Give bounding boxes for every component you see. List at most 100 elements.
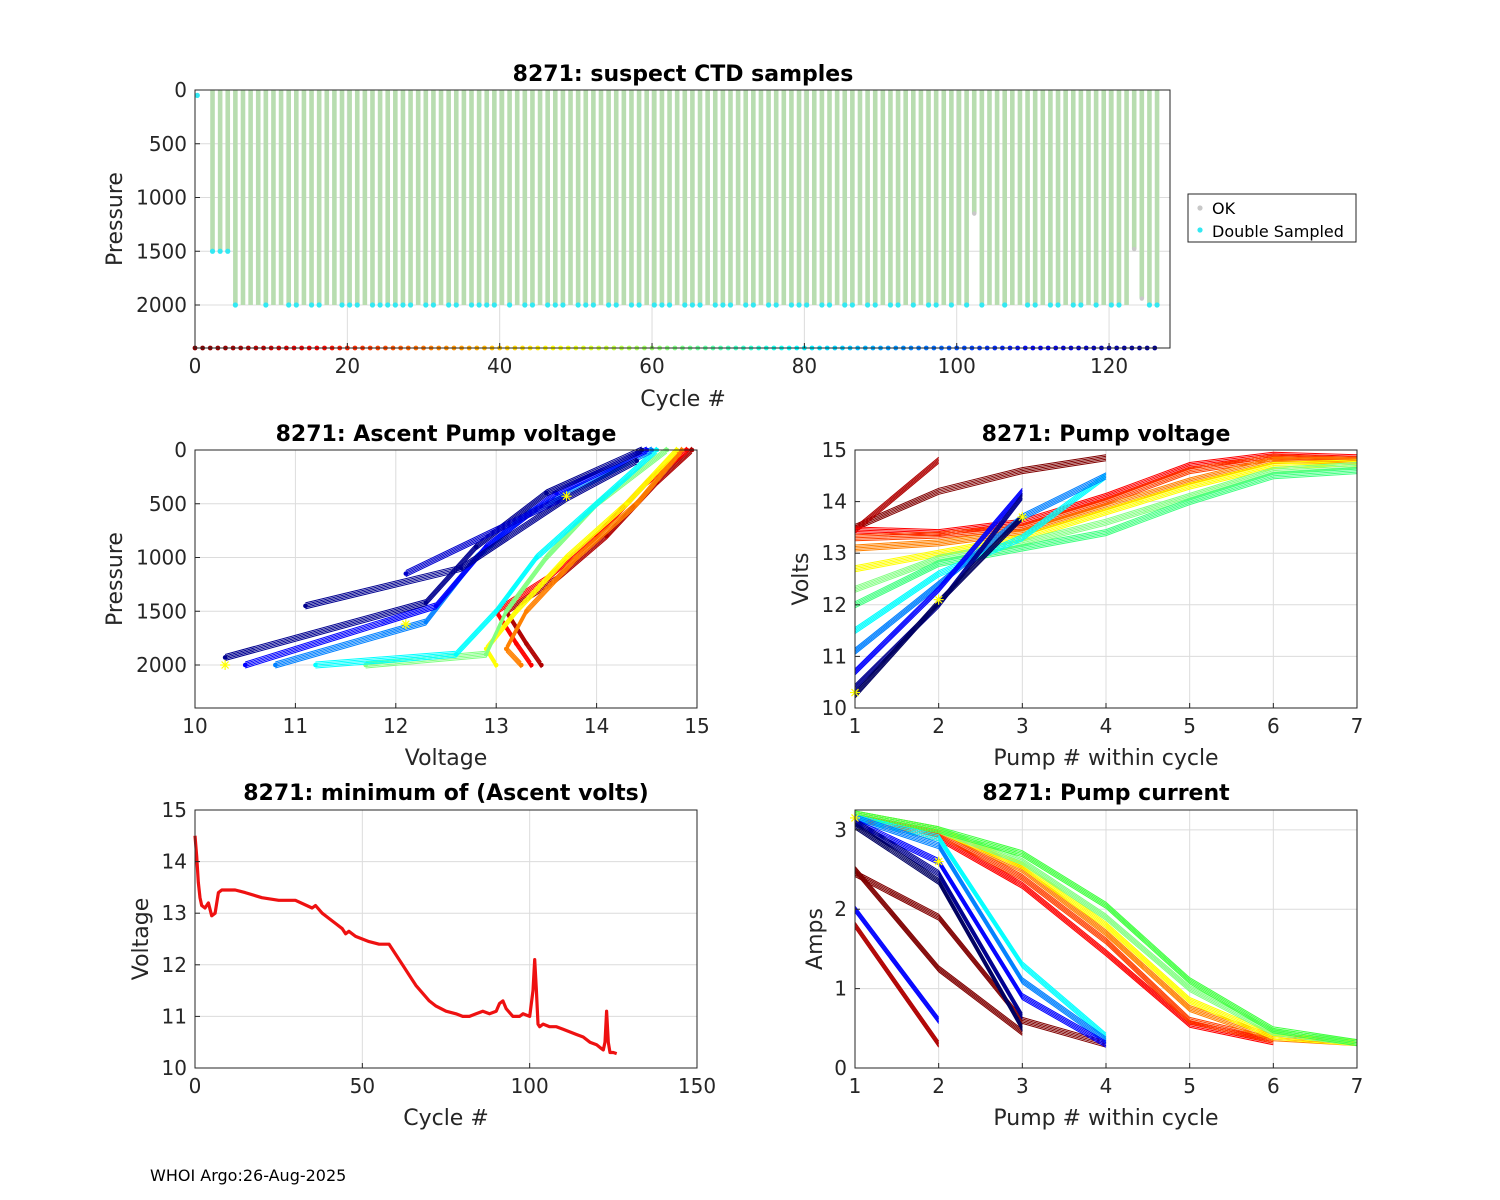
pumpv-series-line [854,457,1107,528]
ctd-double-sampled-point [491,302,497,308]
pumpc-x-tick-label: 1 [849,1074,862,1098]
pumpc-series-line [854,866,1023,1030]
ascent-highlight-marker [400,619,411,630]
ascent-series-line [305,458,638,605]
pumpc-y-tick-label: 1 [834,977,847,1001]
ascent-series-point [634,501,640,507]
ascent-series-point [604,533,609,539]
minv-x-tick-label: 50 [350,1074,375,1098]
ascent-grid [195,450,697,708]
pumpc-x-tick-label: 4 [1100,1074,1113,1098]
ascent-series-point [303,603,308,609]
pumpc-x-tick-label: 3 [1016,1074,1029,1098]
minv-y-tick-label: 15 [162,798,187,822]
pumpv-series-line [854,460,1107,531]
ctd-double-sampled-point [895,302,901,308]
legend-ok-label: OK [1212,199,1236,218]
ctd-double-sampled-point [1032,302,1038,308]
ctd-ok-point [972,211,977,216]
pumpc-series-line [854,819,1023,1016]
ascent-series-point [503,608,509,614]
pumpv-series-line [854,455,1107,527]
ctd-double-sampled-point [209,248,216,254]
pumpv-highlight-marker [1017,512,1028,523]
ascent-series-line [305,463,638,610]
pumpc-x-tick-label: 5 [1183,1074,1196,1098]
ctd-double-sampled-point [430,302,437,308]
pumpc-series-line [854,871,1107,1044]
legend-double-marker [1197,227,1203,233]
ctd-double-sampled-point [872,302,878,308]
ascent-series-line [224,446,643,655]
ctd-double-sampled-point [636,302,642,308]
ascent-series-line [315,452,658,669]
ctd-double-sampled-point [453,302,459,308]
ctd-double-sampled-point [948,302,954,308]
pumpc-series-line [854,907,940,1020]
ctd-double-sampled-point [750,302,756,308]
minv-y-tick-label: 13 [162,901,187,925]
ascent-series-point [403,571,409,576]
pumpv-series-line [854,459,940,531]
pumpc-series-line [854,815,1107,1036]
pumpv-series-line [854,462,1358,570]
pumpc-x-label: Pump # within cycle [993,1106,1218,1131]
ctd-double-sampled-point [933,302,939,308]
ascent-series-point [483,651,489,657]
ascent-series-line [224,452,643,661]
ascent-highlight-marker-stroke [401,620,410,629]
pumpc-y-ticks: 0 1 2 3 [834,818,860,1080]
ctd-legend[interactable]: OK Double Sampled [1187,193,1357,243]
ctd-double-sampled-point [354,302,360,308]
pumpc-series-line [854,825,1023,1029]
legend-double-label: Double Sampled [1212,222,1344,241]
pumpc-series-line [854,817,1107,1041]
pumpc-title: 8271: Pump current [982,781,1230,806]
pumpv-series-line [854,493,1023,676]
minv-y-tick-label: 12 [162,953,187,977]
ctd-double-sampled-point [225,248,231,254]
pumpv-series-line [854,459,1357,549]
minv-axes-box [194,809,698,1069]
pumpv-y-tick-label: 13 [822,541,847,565]
pumpc-series-line [854,821,1107,1045]
ctd-double-sampled-points [194,92,1160,308]
pumpc-series-line [854,820,1107,1040]
pumpv-series-line [854,460,1358,568]
pumpv-x-tick-label: 6 [1267,714,1280,738]
pumpc-series-line [854,905,940,1018]
ctd-double-sampled-point [552,302,558,308]
pumpv-series-line [854,467,1358,603]
pumpv-series-line [854,453,1358,532]
ascent-highlight-marker-stroke [221,661,230,669]
ascent-series-point [564,555,569,560]
ascent-series-point [544,490,549,496]
ctd-double-sampled-point [773,302,779,308]
ctd-x-tick-label: 80 [792,354,817,378]
ctd-double-sampled-point [293,302,299,308]
ctd-double-sampled-point [590,302,596,308]
pumpv-series-line [854,462,940,534]
pumpc-series-line [854,872,1023,1036]
ctd-double-sampled-point [316,302,322,308]
ctd-y-tick-label: 1000 [136,186,187,210]
ascent-y-ticks: 0 500 1000 1500 2000 [136,438,200,677]
ctd-double-sampled-point [849,302,855,308]
ascent-series-line [505,451,683,667]
pumpc-series-line [854,908,940,1021]
ascent-series-line [405,498,567,578]
ctd-double-sampled-point [575,302,581,308]
pumpc-series-line [854,828,1023,1032]
pumpc-series-line [854,819,1107,1044]
minv-series-line [193,835,618,1056]
ascent-series-line [405,497,567,576]
pumpv-y-tick-label: 11 [822,644,847,668]
ascent-series-point [423,619,429,625]
ascent-y-label: Pressure [103,532,128,626]
pumpv-highlight-marker-stroke [934,595,943,604]
ctd-double-sampled-point [628,302,635,308]
ctd-ok-columns [210,90,1160,305]
pumpv-x-tick-label: 5 [1183,714,1196,738]
minv-y-tick-label: 14 [162,850,187,874]
